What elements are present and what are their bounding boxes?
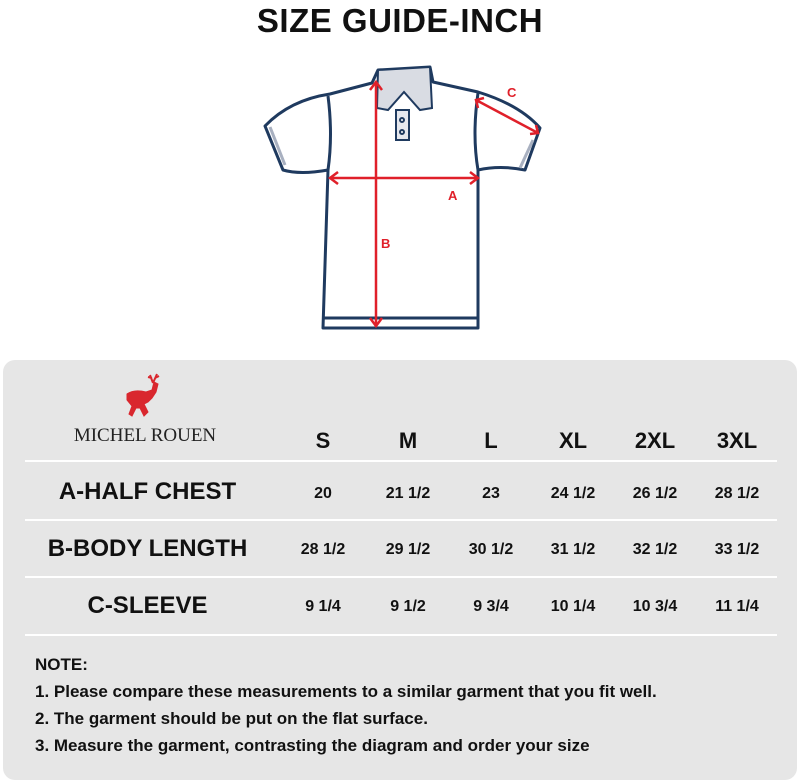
note-item: 2. The garment should be put on the flat… xyxy=(35,709,428,728)
divider xyxy=(25,519,777,521)
label-c: C xyxy=(507,85,517,100)
size-header-m: M xyxy=(398,428,418,453)
table-cell: 28 1/2 xyxy=(300,541,346,558)
divider xyxy=(25,576,777,578)
table-cell: 9 1/4 xyxy=(305,598,341,615)
page-title: SIZE GUIDE-INCH xyxy=(256,2,544,39)
deer-logo-icon xyxy=(126,373,160,417)
divider xyxy=(25,634,777,636)
table-cell: 31 1/2 xyxy=(550,541,596,558)
row-label-sleeve: C-SLEEVE xyxy=(87,592,208,619)
table-cell: 11 1/4 xyxy=(715,598,759,615)
row-label-body-length: B-BODY LENGTH xyxy=(47,535,248,562)
divider xyxy=(25,460,777,462)
size-header-2xl: 2XL xyxy=(634,428,676,453)
table-cell: 26 1/2 xyxy=(632,485,678,502)
label-a: A xyxy=(448,188,458,203)
size-header-s: S xyxy=(315,428,331,453)
table-cell: 30 1/2 xyxy=(468,541,514,558)
arrow-c xyxy=(475,98,539,135)
table-cell: 33 1/2 xyxy=(714,541,760,558)
size-header-l: L xyxy=(484,428,498,453)
brand-name: MICHEL ROUEN xyxy=(73,425,217,446)
table-cell: 10 3/4 xyxy=(632,598,678,615)
table-cell: 10 1/4 xyxy=(550,598,596,615)
sleeve-seam-left xyxy=(326,95,332,171)
table-cell: 9 1/2 xyxy=(390,598,426,615)
table-cell: 24 1/2 xyxy=(550,485,596,502)
measurement-arrows xyxy=(327,79,540,329)
note-heading: NOTE: xyxy=(35,655,88,674)
table-cell: 9 3/4 xyxy=(473,598,509,615)
collar xyxy=(375,65,434,141)
size-header-xl: XL xyxy=(558,428,588,453)
shirt-diagram: A B C xyxy=(263,65,542,330)
table-cell: 21 1/2 xyxy=(385,485,431,502)
size-header-3xl: 3XL xyxy=(716,428,758,453)
shirt-outline xyxy=(263,65,542,330)
row-label-half-chest: A-HALF CHEST xyxy=(58,478,237,505)
size-table-panel xyxy=(3,360,797,780)
table-cell: 32 1/2 xyxy=(632,541,678,558)
label-b: B xyxy=(381,236,390,251)
note-item: 1. Please compare these measurements to … xyxy=(35,682,657,701)
table-cell: 20 xyxy=(314,485,332,502)
table-cell: 29 1/2 xyxy=(385,541,431,558)
table-cell: 23 xyxy=(482,485,500,502)
table-cell: 28 1/2 xyxy=(714,485,760,502)
note-item: 3. Measure the garment, contrasting the … xyxy=(35,736,590,755)
